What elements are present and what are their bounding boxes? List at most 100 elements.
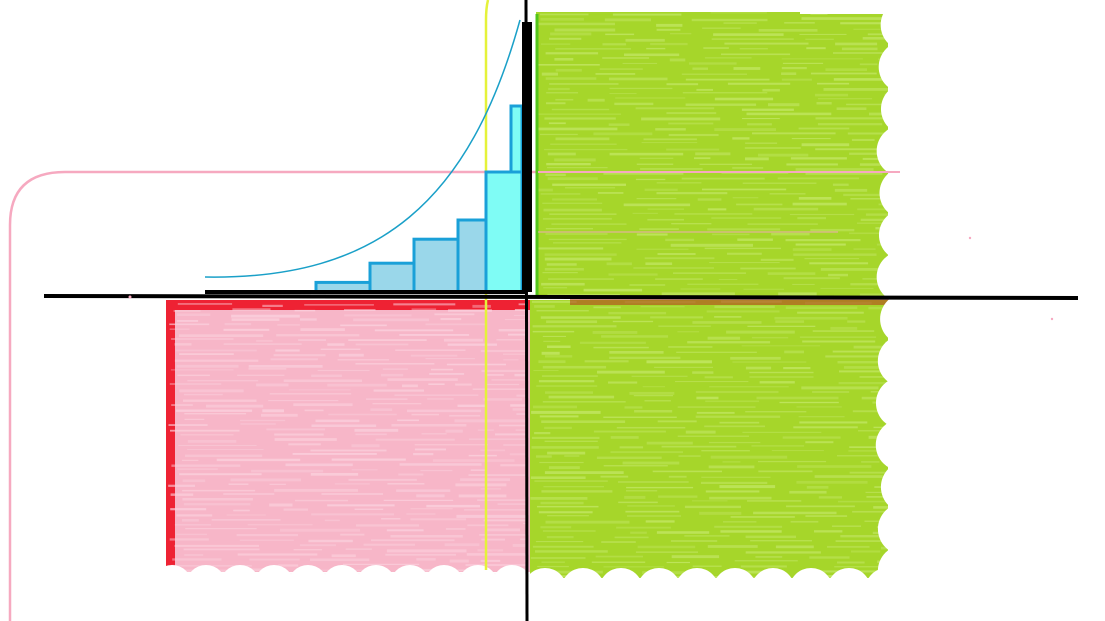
green-texture-stroke [534,432,551,435]
pink-texture-stroke [248,368,287,370]
pink-texture-stroke [416,558,436,561]
green-texture-stroke [801,17,883,20]
green-texture-stroke [538,380,595,383]
green-scallop-bump [751,568,795,612]
pink-texture-stroke [520,538,528,541]
green-texture-stroke [774,316,848,320]
pink-region-texture [168,303,528,575]
green-texture-stroke [602,57,650,59]
green-texture-stroke [846,103,888,106]
pink-texture-stroke [479,534,528,536]
green-texture-stroke [668,122,714,125]
green-texture-stroke [861,461,880,463]
pink-texture-stroke [342,563,420,565]
pink-texture-stroke [449,559,469,563]
green-texture-stroke [545,520,630,524]
pink-texture-stroke [247,523,313,526]
pink-texture-stroke [292,453,377,455]
pink-texture-stroke [483,519,528,522]
green-texture-stroke [723,22,757,24]
green-texture-stroke [608,381,638,384]
green-texture-stroke [704,57,752,59]
green-texture-stroke [805,38,834,40]
green-texture-stroke [608,123,630,126]
green-texture-stroke [579,341,646,344]
green-texture-stroke [724,42,809,45]
pink-texture-stroke [399,463,482,466]
green-texture-stroke [795,243,846,246]
green-texture-stroke [741,108,794,111]
green-texture-stroke [798,127,850,130]
pink-scallop-bump [424,565,464,605]
pink-texture-stroke [251,469,324,473]
green-texture-stroke [647,218,684,221]
pink-texture-stroke [169,538,209,541]
green-texture-stroke [645,520,675,523]
green-texture-stroke [609,152,684,156]
pink-texture-stroke [289,389,351,391]
pink-texture-stroke [515,429,528,431]
green-scallop-bump [878,41,931,93]
pink-texture-stroke [363,543,415,546]
green-texture-stroke [592,331,638,334]
pink-texture-stroke [175,349,257,352]
pink-texture-stroke [211,519,281,521]
pink-texture-stroke [516,413,528,415]
pink-texture-stroke [411,308,437,311]
pink-texture-stroke [386,529,424,532]
pink-texture-stroke [509,453,528,456]
green-texture-stroke [545,52,599,55]
pink-texture-stroke [426,504,480,508]
green-texture-stroke [625,510,680,513]
green-texture-stroke [834,188,868,192]
green-texture-stroke [742,431,822,433]
green-texture-stroke [538,113,621,115]
green-texture-stroke [684,505,741,509]
green-texture-stroke [750,540,812,542]
green-texture-stroke [626,486,694,489]
green-texture-stroke [546,102,566,105]
green-texture-stroke [825,355,888,358]
pink-texture-stroke [468,454,497,457]
green-texture-stroke [541,420,626,423]
green-texture-stroke [861,396,888,400]
green-texture-stroke [533,405,578,409]
pink-texture-stroke [481,369,528,373]
green-texture-stroke [547,293,620,296]
green-texture-stroke [646,360,712,364]
green-texture-stroke [692,565,722,567]
green-texture-stroke [786,505,855,508]
green-texture-stroke [535,541,584,543]
green-texture-stroke [609,356,681,360]
green-texture-stroke [812,330,875,332]
pink-texture-stroke [477,549,504,552]
green-texture-stroke [857,208,887,211]
green-texture-stroke [810,228,855,232]
green-texture-stroke [658,325,711,327]
green-texture-stroke [832,350,881,353]
pink-scallop-bump [322,565,362,605]
green-texture-stroke [548,87,570,91]
green-texture-stroke [799,421,868,424]
green-scallop-bump [561,568,605,612]
green-texture-stroke [756,396,839,400]
pink-texture-stroke [354,508,384,510]
green-texture-stroke [673,272,746,274]
green-texture-stroke [796,480,868,484]
green-texture-stroke [641,117,721,121]
pink-texture-stroke [466,553,528,556]
green-texture-stroke [789,490,827,494]
pink-texture-stroke [180,434,234,436]
green-region-bottom-texture [530,300,888,578]
green-texture-stroke [835,540,887,542]
green-texture-stroke [539,415,579,418]
green-texture-stroke [795,168,874,171]
green-texture-stroke [753,511,837,515]
green-texture-stroke [674,213,753,215]
pink-texture-stroke [444,543,480,547]
green-texture-stroke [600,475,629,478]
pink-texture-stroke [280,528,361,532]
pink-scallop-bump [288,565,328,605]
green-texture-stroke [873,506,888,509]
green-texture-stroke [642,386,665,388]
